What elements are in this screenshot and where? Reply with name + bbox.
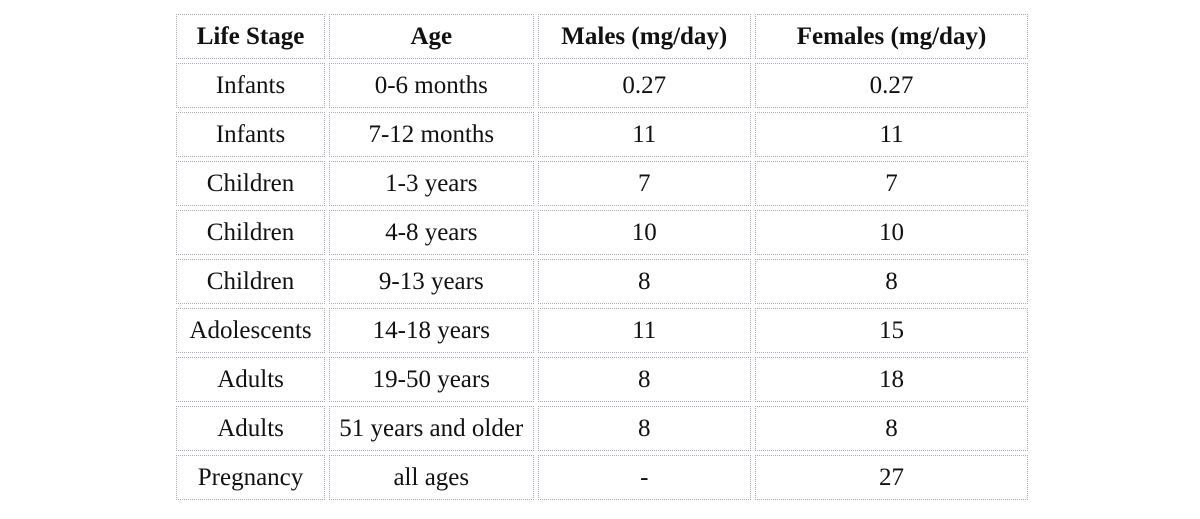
- cell-males: 11: [537, 308, 752, 353]
- cell-females: 8: [755, 259, 1028, 304]
- cell-age: 19-50 years: [329, 357, 534, 402]
- cell-males: 0.27: [537, 63, 752, 108]
- table-row: Infants 0-6 months 0.27 0.27: [176, 63, 1028, 108]
- cell-life-stage: Infants: [176, 63, 326, 108]
- cell-age: 14-18 years: [329, 308, 534, 353]
- table-row: Children 1-3 years 7 7: [176, 161, 1028, 206]
- cell-males: 8: [537, 357, 752, 402]
- table-row: Children 9-13 years 8 8: [176, 259, 1028, 304]
- cell-males: 11: [537, 112, 752, 157]
- cell-females: 7: [755, 161, 1028, 206]
- cell-life-stage: Children: [176, 210, 326, 255]
- cell-males: 7: [537, 161, 752, 206]
- cell-males: 8: [537, 406, 752, 451]
- header-males: Males (mg/day): [537, 14, 752, 59]
- cell-females: 10: [755, 210, 1028, 255]
- iron-rda-table: Life Stage Age Males (mg/day) Females (m…: [172, 10, 1032, 504]
- cell-life-stage: Pregnancy: [176, 455, 326, 500]
- cell-females: 18: [755, 357, 1028, 402]
- cell-age: 51 years and older: [329, 406, 534, 451]
- cell-females: 27: [755, 455, 1028, 500]
- cell-age: 7-12 months: [329, 112, 534, 157]
- cell-age: all ages: [329, 455, 534, 500]
- cell-age: 1-3 years: [329, 161, 534, 206]
- table-row: Infants 7-12 months 11 11: [176, 112, 1028, 157]
- cell-males: -: [537, 455, 752, 500]
- table-row: Adults 19-50 years 8 18: [176, 357, 1028, 402]
- cell-life-stage: Adolescents: [176, 308, 326, 353]
- cell-age: 4-8 years: [329, 210, 534, 255]
- header-age: Age: [329, 14, 534, 59]
- cell-males: 8: [537, 259, 752, 304]
- table-row: Pregnancy all ages - 27: [176, 455, 1028, 500]
- cell-life-stage: Children: [176, 161, 326, 206]
- cell-females: 0.27: [755, 63, 1028, 108]
- cell-females: 8: [755, 406, 1028, 451]
- cell-life-stage: Adults: [176, 406, 326, 451]
- cell-males: 10: [537, 210, 752, 255]
- table-header-row: Life Stage Age Males (mg/day) Females (m…: [176, 14, 1028, 59]
- table-row: Adolescents 14-18 years 11 15: [176, 308, 1028, 353]
- header-females: Females (mg/day): [755, 14, 1028, 59]
- cell-life-stage: Adults: [176, 357, 326, 402]
- table-row: Adults 51 years and older 8 8: [176, 406, 1028, 451]
- table-row: Children 4-8 years 10 10: [176, 210, 1028, 255]
- header-life-stage: Life Stage: [176, 14, 326, 59]
- cell-life-stage: Infants: [176, 112, 326, 157]
- cell-females: 11: [755, 112, 1028, 157]
- cell-females: 15: [755, 308, 1028, 353]
- cell-life-stage: Children: [176, 259, 326, 304]
- cell-age: 0-6 months: [329, 63, 534, 108]
- cell-age: 9-13 years: [329, 259, 534, 304]
